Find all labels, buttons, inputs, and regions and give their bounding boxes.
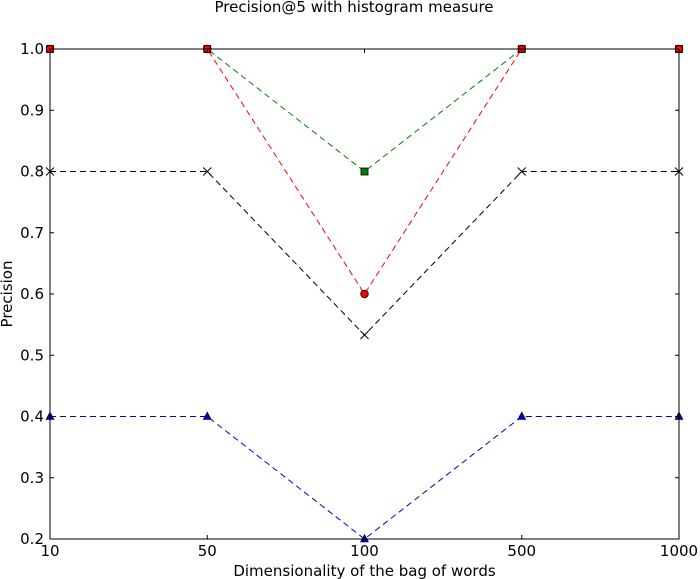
y-tick-label: 0.8 [20, 163, 44, 181]
x-tick-label: 50 [198, 542, 217, 560]
series-line-3 [50, 416, 679, 540]
y-tick-label: 0.9 [20, 101, 44, 119]
x-marker-stroke [360, 330, 369, 340]
data-point-3-1 [202, 411, 212, 420]
data-point-1-2 [360, 289, 369, 299]
y-tick-label: 0.3 [20, 469, 44, 487]
x-marker-stroke [202, 167, 212, 176]
y-tick-label: 0.2 [20, 530, 44, 548]
series-line-0 [50, 48, 679, 173]
data-point-2-3 [517, 167, 527, 176]
plot-frame [49, 48, 680, 540]
series-line-2 [50, 171, 679, 336]
x-marker-stroke [517, 167, 527, 176]
x-tick-label: 10 [40, 542, 59, 560]
x-tick-label: 500 [507, 542, 536, 560]
data-point-3-3 [517, 411, 527, 420]
y-tick-label: 0.6 [20, 285, 44, 303]
axis-ticks: 10 50 100 500 1000 0.2 0.3 0.4 0.5 0.6 0.7 0.8 0.9 1.… [20, 40, 698, 560]
x-tick-label: 1000 [660, 542, 698, 560]
series-group [45, 44, 684, 543]
y-axis-label: Precision [0, 261, 16, 328]
data-point-2-2 [360, 330, 369, 340]
y-tick-label: 1.0 [20, 40, 44, 58]
x-axis-label: Dimensionality of the bag of words [233, 562, 495, 579]
data-point-2-1 [202, 167, 212, 176]
y-tick-label: 0.4 [20, 408, 44, 426]
y-tick-label: 0.5 [20, 346, 44, 364]
chart-title: Precision@5 with histogram measure [214, 0, 493, 16]
y-tick-label: 0.7 [20, 224, 44, 242]
x-tick-label: 100 [350, 542, 379, 560]
data-point-0-2 [360, 167, 369, 176]
